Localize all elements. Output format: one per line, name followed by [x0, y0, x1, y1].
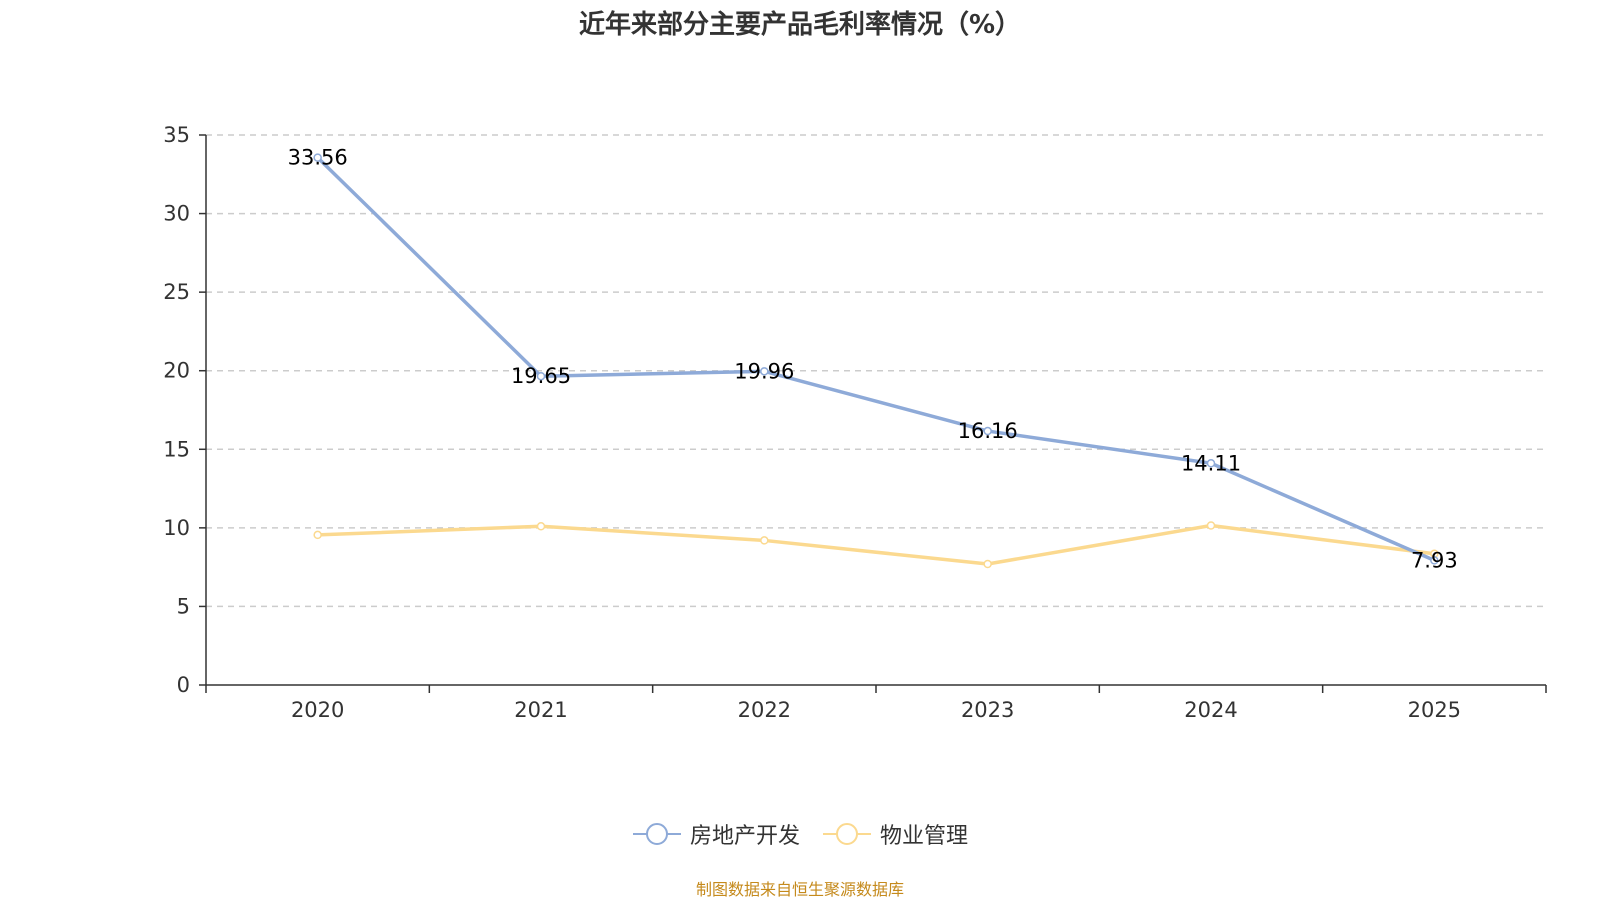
- source-note: 制图数据来自恒生聚源数据库: [695, 880, 904, 899]
- x-tick-label: 2020: [291, 698, 344, 722]
- data-label: 19.96: [734, 359, 794, 383]
- data-point: [760, 367, 769, 376]
- legend-marker: [645, 823, 668, 845]
- y-tick-label: 20: [163, 359, 190, 383]
- data-label: 7.93: [1411, 548, 1458, 572]
- x-tick-label: 2022: [738, 698, 791, 722]
- legend-item-real-estate[interactable]: 房地产开发: [632, 818, 800, 850]
- legend: 房地产开发 物业管理: [0, 818, 1600, 850]
- y-tick-label: 5: [177, 594, 190, 618]
- data-point: [1430, 556, 1439, 565]
- y-tick-label: 10: [163, 516, 190, 540]
- y-tick-label: 35: [163, 123, 190, 147]
- data-point: [760, 536, 769, 545]
- legend-label: 房地产开发: [689, 824, 800, 849]
- y-tick-label: 15: [163, 437, 190, 461]
- data-point: [983, 426, 992, 436]
- data-point: [983, 559, 992, 569]
- series-line: [317, 523, 1435, 566]
- grid-layer: [206, 134, 1546, 608]
- data-label: 14.11: [1181, 451, 1241, 475]
- chart-title: 近年来部分主要产品毛利率情况（%）: [578, 10, 1022, 40]
- data-label: 19.65: [511, 364, 571, 388]
- x-tick-label: 2023: [961, 698, 1014, 722]
- data-label: 33.56: [288, 146, 348, 170]
- legend-label: 物业管理: [880, 824, 969, 849]
- legend-series-icon: [632, 823, 681, 845]
- series-layer: [313, 153, 1439, 569]
- y-tick-label: 30: [163, 202, 190, 226]
- legend-series-icon: [823, 823, 871, 845]
- data-point: [313, 530, 322, 540]
- data-point: [1206, 521, 1216, 530]
- data-point: [536, 522, 546, 531]
- data-point: [1206, 459, 1216, 468]
- x-tick-label: 2021: [514, 698, 567, 722]
- legend-item-property-management[interactable]: 物业管理: [822, 818, 968, 850]
- y-tick-label: 0: [177, 673, 190, 697]
- series-line: [316, 156, 1436, 562]
- x-tick-label: 2025: [1408, 698, 1461, 722]
- data-label: 16.16: [958, 419, 1018, 443]
- label-layer: 33.56 19.65 19.96 16.16 14.11 7.93: [288, 146, 1458, 573]
- legend-marker: [836, 823, 858, 845]
- x-tick-label: 2024: [1184, 698, 1237, 722]
- data-point: [313, 153, 322, 162]
- y-tick-label: 25: [163, 280, 190, 304]
- data-point: [536, 371, 546, 381]
